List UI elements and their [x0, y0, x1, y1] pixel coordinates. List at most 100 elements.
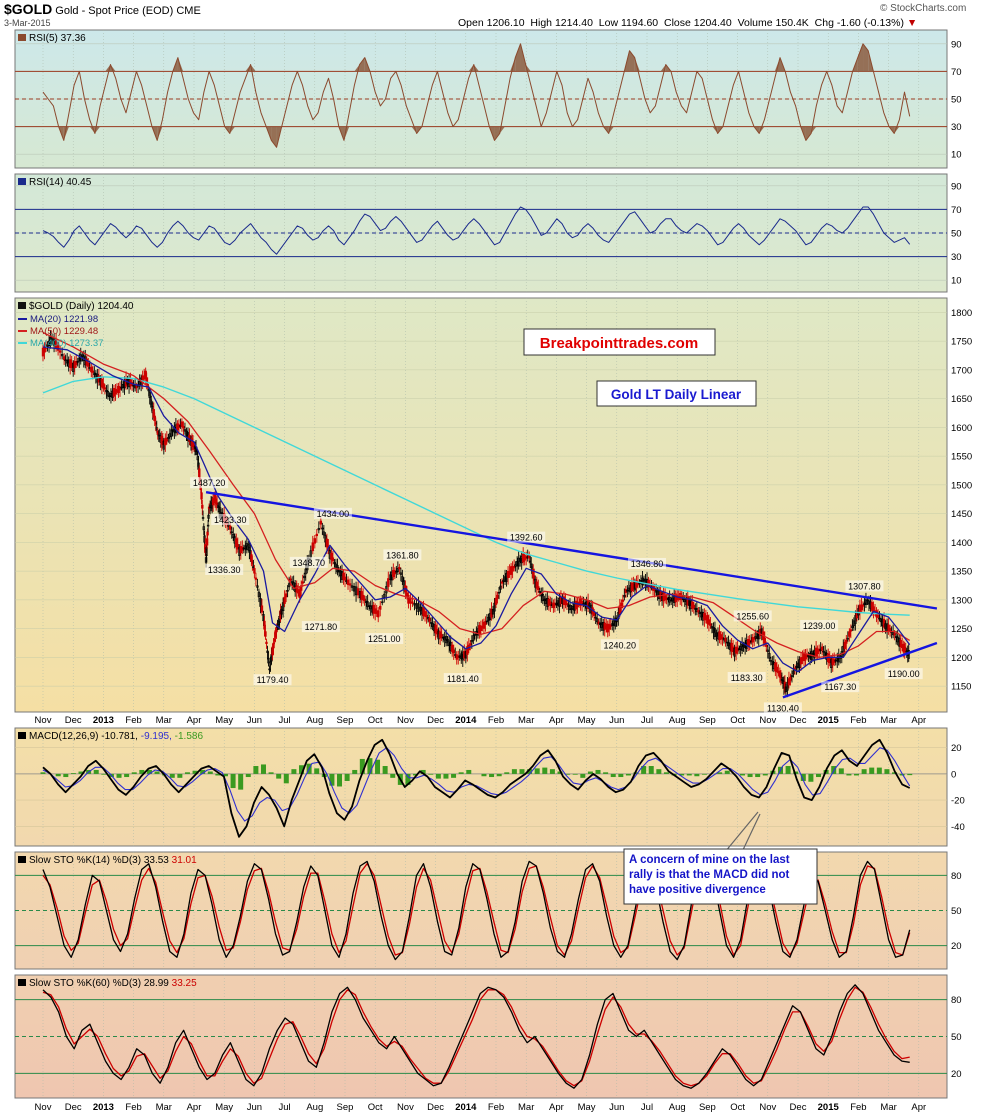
y-tick-label: -40 — [951, 822, 965, 833]
price-bar-body — [719, 634, 723, 640]
trendline-support — [782, 641, 938, 699]
macd-histogram-bar — [443, 773, 449, 779]
y-tick-label: 1750 — [951, 337, 972, 348]
macd-histogram-bar — [603, 772, 609, 774]
macd-histogram-bar — [907, 773, 913, 776]
price-bar-body — [322, 531, 326, 536]
x-tick-label: Dec — [427, 715, 444, 726]
y-tick-label: 80 — [951, 871, 962, 882]
x-tick-label: Mar — [156, 1102, 172, 1113]
rsi-extreme-fill — [89, 126, 95, 134]
y-tick-label: 1650 — [951, 394, 972, 405]
panel-price — [14, 297, 948, 713]
rsi-extreme-fill — [271, 126, 277, 148]
macd-histogram-bar — [169, 773, 175, 778]
y-tick-label: 90 — [951, 39, 962, 50]
macd-histogram-bar — [276, 773, 282, 779]
x-tick-label: Dec — [65, 715, 82, 726]
price-annotation: 1392.60 — [510, 533, 543, 543]
macd-histogram-bar — [466, 769, 472, 774]
price-bar-body — [899, 639, 902, 648]
rsi-extreme-fill — [712, 126, 718, 134]
price-bar-body — [697, 610, 700, 613]
x-tick-label: Nov — [759, 1102, 776, 1113]
title-box — [596, 380, 757, 407]
price-bar-body — [568, 604, 572, 611]
y-tick-label: 0 — [951, 769, 956, 780]
note-box — [623, 848, 818, 905]
x-tick-label: Apr — [187, 1102, 202, 1113]
price-bar-body — [751, 637, 754, 643]
macd-histogram-bar — [413, 773, 419, 776]
price-bar-body — [409, 598, 412, 604]
macd-histogram-bar — [451, 773, 457, 778]
rsi-extreme-fill — [805, 126, 812, 141]
x-tick-label: Mar — [518, 1102, 534, 1113]
price-annotation: 1423.30 — [214, 515, 247, 525]
price-bar-body — [851, 625, 854, 628]
close-label: Close — [663, 17, 691, 29]
macd-histogram-bar — [222, 773, 228, 777]
price-bar-body — [313, 538, 316, 544]
macd-histogram-bar — [496, 773, 502, 777]
price-bar-body — [768, 653, 771, 659]
y-tick-label: 50 — [951, 906, 962, 917]
macd-histogram-bar — [314, 768, 320, 774]
macd-histogram-bar — [344, 773, 350, 781]
macd-histogram-bar — [192, 770, 198, 774]
price-bar-body — [182, 426, 185, 429]
macd-histogram-bar — [245, 773, 251, 778]
x-tick-label: Mar — [156, 715, 172, 726]
macd-histogram-bar — [595, 769, 601, 774]
y-tick-label: 30 — [951, 122, 962, 133]
annotation-bg — [253, 674, 292, 686]
macd-histogram-bar — [260, 764, 266, 774]
macd-histogram-bar — [808, 773, 814, 782]
x-tick-label: Nov — [397, 715, 414, 726]
macd-histogram-bar — [481, 773, 487, 777]
rsi14-swatch — [18, 178, 26, 185]
x-tick-label: Oct — [730, 715, 745, 726]
price-bar-body — [399, 572, 403, 575]
macd-histogram-bar — [755, 773, 761, 778]
price-bar-body — [207, 514, 210, 519]
price-bar-body — [496, 594, 499, 599]
annotation-bg — [301, 621, 340, 633]
price-bar-body — [286, 589, 289, 592]
price-bar-body — [787, 678, 791, 686]
macd-histogram-bar — [648, 766, 654, 774]
price-bar-body — [102, 383, 105, 389]
x-tick-label: Mar — [880, 715, 896, 726]
price-bar-body — [876, 614, 880, 618]
price-annotation: 1487.20 — [193, 478, 226, 488]
y-tick-label: 1500 — [951, 480, 972, 491]
price-bar-body — [284, 593, 288, 598]
high-value: 1214.40 — [554, 17, 593, 29]
price-bar-body — [387, 578, 390, 587]
price-bar-body — [765, 644, 768, 647]
x-tick-label: Apr — [187, 715, 202, 726]
macd-histogram-bar — [549, 769, 555, 774]
x-tick-label: Oct — [730, 1102, 745, 1113]
rsi-extreme-fill — [411, 126, 417, 134]
rsi14-line — [42, 206, 911, 255]
price-bar-body — [254, 577, 258, 580]
price-bar-body — [493, 602, 496, 612]
macd-histogram-bar — [200, 769, 206, 774]
x-tick-label: Sep — [337, 1102, 354, 1113]
x-tick-label: 2015 — [818, 1102, 840, 1113]
price-bar-body — [164, 438, 167, 446]
x-tick-label: Dec — [790, 715, 807, 726]
x-tick-label: Nov — [35, 1102, 52, 1113]
price-bar-body — [845, 639, 848, 644]
price-bar-body — [373, 608, 377, 614]
macd-histogram-bar — [215, 773, 221, 776]
macd-histogram-bar — [694, 773, 700, 777]
price-bar-body — [280, 609, 283, 615]
rsi5-swatch — [18, 34, 26, 41]
price-bar-body — [775, 666, 779, 673]
price-bar-body — [49, 336, 52, 346]
y-tick-label: 1300 — [951, 595, 972, 606]
macd-histogram-bar — [93, 769, 99, 774]
macd-histogram-bar — [869, 767, 875, 774]
